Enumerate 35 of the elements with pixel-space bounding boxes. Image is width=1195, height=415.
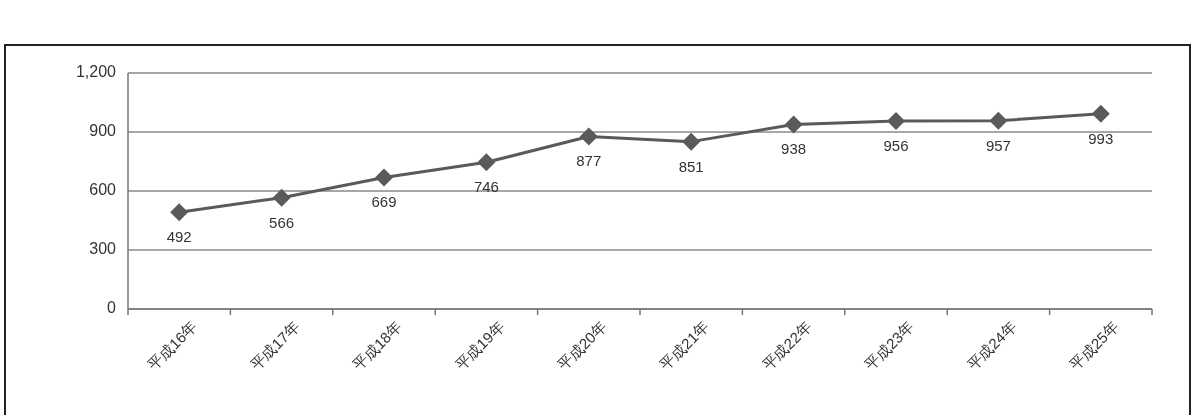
data-label: 938 [781, 140, 807, 158]
x-tick-label: 平成17年 [246, 317, 303, 374]
data-label: 851 [678, 157, 704, 175]
point [375, 168, 393, 187]
data-label: 956 [883, 136, 909, 154]
x-tick-label: 平成20年 [554, 317, 610, 374]
point [989, 111, 1008, 130]
point [682, 132, 701, 151]
y-tick-label: 600 [89, 181, 117, 199]
data-label: 877 [576, 152, 602, 170]
data-label: 993 [1088, 129, 1114, 147]
point [477, 153, 496, 172]
data-label: 669 [371, 193, 397, 211]
x-tick-label: 平成19年 [451, 317, 508, 374]
x-tick-label: 平成23年 [861, 317, 917, 374]
point [784, 115, 803, 134]
data-label: 957 [985, 136, 1011, 154]
y-tick-label: 0 [107, 299, 117, 317]
point [272, 188, 291, 207]
x-tick-label: 平成22年 [758, 317, 815, 374]
y-tick-label: 900 [89, 122, 117, 140]
y-tick-label: 1,200 [75, 63, 117, 81]
x-tick-label: 平成18年 [349, 317, 405, 374]
data-label: 566 [269, 213, 295, 231]
point [170, 203, 189, 222]
point [887, 111, 905, 130]
data-label: 492 [166, 228, 192, 246]
x-tick-label: 平成24年 [963, 317, 1020, 374]
x-tick-label: 平成25年 [1066, 317, 1122, 374]
data-label: 746 [473, 178, 499, 196]
point [579, 127, 598, 146]
y-tick-label: 300 [89, 240, 117, 258]
x-tick-label: 平成21年 [656, 317, 713, 374]
point [1091, 104, 1110, 123]
x-tick-label: 平成16年 [144, 317, 201, 374]
